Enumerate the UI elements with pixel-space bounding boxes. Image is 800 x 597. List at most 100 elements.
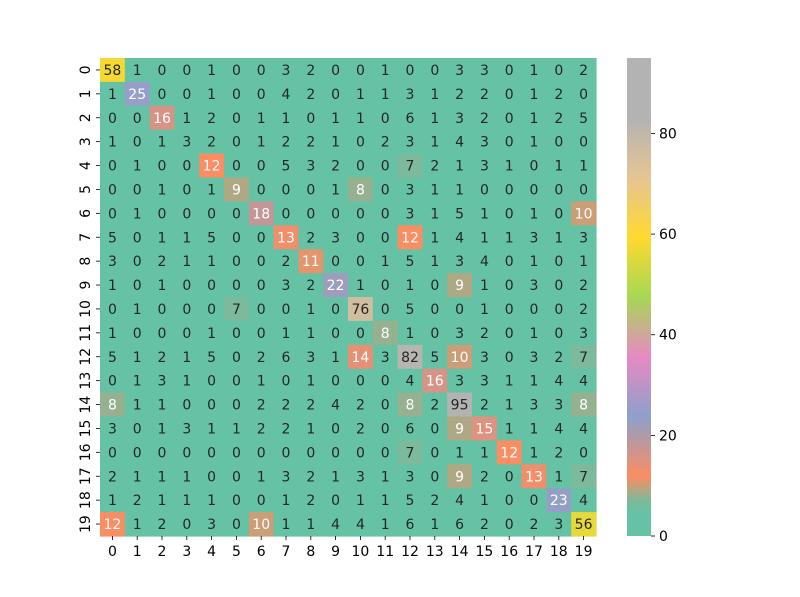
heatmap-cell xyxy=(323,225,349,250)
cell-value-label: 0 xyxy=(505,350,514,366)
heatmap-cell xyxy=(372,177,399,202)
heatmap-cell xyxy=(199,81,225,107)
heatmap-cell xyxy=(348,297,374,322)
heatmap-cell xyxy=(546,273,572,298)
heatmap-cell xyxy=(100,225,126,250)
heatmap-cell xyxy=(372,512,399,537)
x-tick-label: 5 xyxy=(232,544,241,560)
heatmap-cell xyxy=(248,392,275,418)
heatmap-cell xyxy=(472,416,498,441)
cell-value-label: 1 xyxy=(182,254,191,270)
heatmap-cell xyxy=(174,512,200,537)
cell-value-label: 4 xyxy=(455,230,464,246)
cell-value-label: 12 xyxy=(203,159,221,175)
heatmap-cell xyxy=(298,464,324,489)
heatmap-cell xyxy=(174,464,200,489)
cell-value-label: 0 xyxy=(505,278,514,294)
cell-value-label: 0 xyxy=(554,206,563,222)
cell-value-label: 7 xyxy=(406,445,415,461)
cell-value-label: 18 xyxy=(252,206,270,222)
cell-value-label: 1 xyxy=(530,254,539,270)
cell-value-label: 3 xyxy=(356,469,365,485)
cell-value-label: 2 xyxy=(306,135,315,151)
heatmap-cell xyxy=(348,368,374,394)
heatmap-cell xyxy=(298,368,324,394)
heatmap-cell xyxy=(372,81,399,107)
cell-value-label: 0 xyxy=(232,63,241,79)
cell-value-label: 1 xyxy=(530,111,539,127)
heatmap-cell xyxy=(496,129,523,155)
heatmap-cell xyxy=(397,105,423,131)
heatmap-cell xyxy=(199,129,225,155)
cell-value-label: 0 xyxy=(306,206,315,222)
heatmap-cell xyxy=(348,440,374,465)
heatmap-cell xyxy=(372,320,399,346)
heatmap-cell xyxy=(571,273,597,298)
heatmap-cell xyxy=(323,81,349,107)
cell-value-label: 1 xyxy=(430,206,439,222)
heatmap-cell xyxy=(571,488,597,513)
heatmap-cell xyxy=(348,344,374,370)
heatmap-cell xyxy=(323,512,349,537)
heatmap-cell xyxy=(100,81,126,107)
cell-value-label: 0 xyxy=(530,182,539,198)
heatmap-cell xyxy=(298,320,324,346)
heatmap-cell xyxy=(323,249,349,274)
cell-value-label: 0 xyxy=(232,374,241,390)
heatmap-cell xyxy=(323,177,349,202)
heatmap-cell xyxy=(199,464,225,489)
heatmap-cell xyxy=(472,368,498,394)
cell-value-label: 1 xyxy=(480,206,489,222)
cell-value-label: 0 xyxy=(331,302,340,318)
heatmap-cell xyxy=(199,344,225,370)
heatmap-cell xyxy=(472,392,498,418)
heatmap-cell xyxy=(571,344,597,370)
cell-value-label: 0 xyxy=(331,326,340,342)
cell-value-label: 1 xyxy=(257,374,266,390)
cell-value-label: 0 xyxy=(381,230,390,246)
cell-value-label: 2 xyxy=(207,111,216,127)
cell-value-label: 0 xyxy=(381,374,390,390)
cell-value-label: 0 xyxy=(158,445,167,461)
x-tick-label: 18 xyxy=(550,544,568,560)
heatmap-cell xyxy=(174,201,200,226)
cell-value-label: 0 xyxy=(232,493,241,509)
heatmap-cell xyxy=(224,297,250,322)
cell-value-label: 2 xyxy=(579,302,588,318)
heatmap-cell xyxy=(248,297,275,322)
cell-value-label: 1 xyxy=(480,230,489,246)
heatmap-cell xyxy=(521,464,547,489)
cell-value-label: 10 xyxy=(451,350,469,366)
heatmap-cell xyxy=(224,464,250,489)
y-tick-label: 8 xyxy=(78,257,94,266)
heatmap-cell xyxy=(397,440,423,465)
cell-value-label: 0 xyxy=(257,159,266,175)
y-tick-label: 11 xyxy=(78,324,94,342)
cell-value-label: 12 xyxy=(500,445,518,461)
heatmap-cell xyxy=(248,177,275,202)
heatmap-cell xyxy=(199,273,225,298)
cell-value-label: 0 xyxy=(430,445,439,461)
cell-value-label: 0 xyxy=(356,445,365,461)
heatmap-cell xyxy=(298,344,324,370)
cell-value-label: 1 xyxy=(530,87,539,103)
cell-value-label: 8 xyxy=(579,398,588,414)
y-tick-label: 14 xyxy=(78,396,94,414)
cell-value-label: 1 xyxy=(356,87,365,103)
cell-value-label: 0 xyxy=(257,326,266,342)
heatmap-cell xyxy=(224,105,250,131)
heatmap-cell xyxy=(273,153,299,179)
cell-value-label: 2 xyxy=(282,254,291,270)
heatmap-cell xyxy=(224,273,250,298)
heatmap-cell xyxy=(224,225,250,250)
heatmap-cell xyxy=(496,177,523,202)
heatmap-cell xyxy=(248,273,275,298)
heatmap-cell xyxy=(447,320,473,346)
heatmap-cell xyxy=(273,225,299,250)
heatmap-cell xyxy=(100,392,126,418)
cell-value-label: 0 xyxy=(158,159,167,175)
cell-value-label: 13 xyxy=(525,469,543,485)
heatmap-cell xyxy=(447,392,473,418)
heatmap-cell xyxy=(124,368,151,394)
heatmap-cell xyxy=(124,201,151,226)
